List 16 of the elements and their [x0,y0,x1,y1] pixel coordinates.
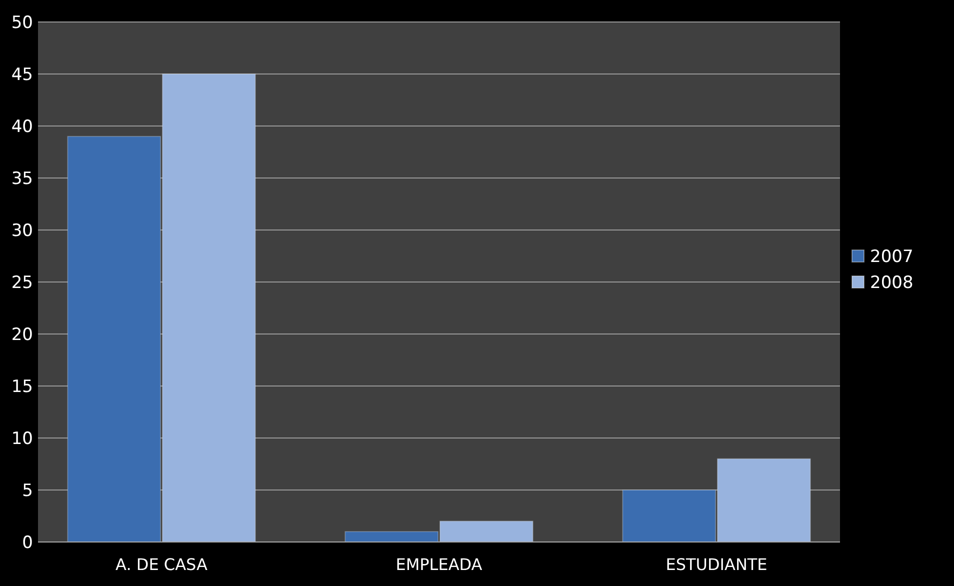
legend-label: 2008 [870,272,914,293]
y-tick-label: 50 [11,12,33,33]
y-tick-label: 10 [11,428,33,449]
y-tick-label: 15 [11,376,33,397]
y-tick-label: 45 [11,64,33,85]
x-tick-label: ESTUDIANTE [666,555,768,574]
y-tick-label: 20 [11,324,33,345]
y-tick-label: 25 [11,272,33,293]
y-tick-label: 30 [11,220,33,241]
y-tick-label: 35 [11,168,33,189]
y-tick-label: 0 [22,532,33,553]
legend-label: 2007 [870,246,914,267]
y-tick-label: 40 [11,116,33,137]
x-tick-label: EMPLEADA [396,555,482,574]
y-tick-label: 5 [22,480,33,501]
x-tick-label: A. DE CASA [116,555,208,574]
